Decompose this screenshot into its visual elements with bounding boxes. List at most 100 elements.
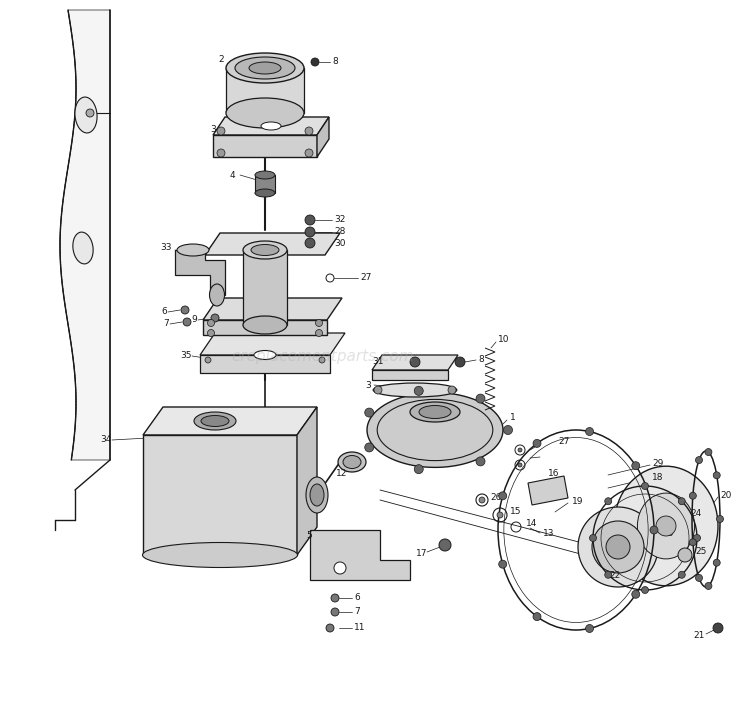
Text: 27: 27 (360, 273, 371, 282)
Polygon shape (255, 175, 275, 193)
Circle shape (305, 149, 313, 157)
Text: 31: 31 (372, 357, 383, 366)
Text: 6: 6 (354, 594, 360, 602)
Text: 7: 7 (164, 320, 169, 328)
Ellipse shape (255, 171, 275, 179)
Circle shape (334, 562, 346, 574)
Ellipse shape (243, 241, 287, 259)
Circle shape (305, 227, 315, 237)
Ellipse shape (614, 466, 718, 586)
Circle shape (713, 559, 720, 566)
Text: 6: 6 (161, 308, 167, 316)
Ellipse shape (142, 542, 298, 568)
Circle shape (705, 582, 712, 590)
Polygon shape (528, 476, 568, 505)
Circle shape (183, 318, 191, 326)
Circle shape (410, 357, 420, 367)
Polygon shape (372, 355, 458, 370)
Circle shape (208, 320, 214, 326)
Circle shape (695, 457, 703, 464)
Circle shape (641, 587, 649, 594)
Text: 1: 1 (510, 414, 516, 422)
Text: 13: 13 (543, 529, 554, 537)
Ellipse shape (419, 405, 451, 419)
Text: 9: 9 (191, 316, 197, 325)
Circle shape (316, 330, 322, 337)
Circle shape (592, 521, 644, 573)
Circle shape (713, 472, 720, 479)
Circle shape (705, 448, 712, 455)
Polygon shape (205, 233, 340, 255)
Circle shape (678, 498, 686, 505)
Text: 18: 18 (652, 472, 664, 481)
Text: 4: 4 (230, 171, 236, 179)
Ellipse shape (374, 383, 457, 397)
Circle shape (331, 594, 339, 602)
Circle shape (586, 625, 593, 633)
Ellipse shape (249, 62, 281, 74)
Text: 17: 17 (416, 549, 428, 558)
Circle shape (211, 314, 219, 322)
Ellipse shape (73, 232, 93, 264)
Text: 28: 28 (334, 227, 345, 237)
Circle shape (604, 498, 612, 505)
Text: 8: 8 (332, 57, 338, 66)
Circle shape (374, 386, 382, 394)
Text: 25: 25 (695, 547, 706, 556)
Polygon shape (317, 117, 329, 157)
Circle shape (86, 109, 94, 117)
Circle shape (414, 386, 423, 395)
Circle shape (695, 575, 703, 581)
Ellipse shape (226, 98, 304, 128)
Ellipse shape (338, 452, 366, 472)
Circle shape (713, 623, 723, 633)
Circle shape (448, 386, 456, 394)
Circle shape (578, 507, 658, 587)
Text: 30: 30 (334, 239, 346, 248)
Ellipse shape (255, 189, 275, 197)
Polygon shape (200, 333, 345, 355)
Polygon shape (143, 407, 317, 435)
Text: 10: 10 (498, 335, 509, 345)
Text: 21: 21 (694, 631, 705, 640)
Circle shape (311, 58, 319, 66)
Ellipse shape (243, 316, 287, 334)
Text: 11: 11 (354, 623, 365, 633)
Text: 3: 3 (365, 381, 370, 390)
Circle shape (694, 534, 700, 542)
Circle shape (606, 535, 630, 559)
Ellipse shape (261, 122, 281, 130)
Circle shape (205, 357, 211, 363)
Text: 24: 24 (690, 510, 701, 518)
Circle shape (518, 463, 522, 467)
Circle shape (533, 439, 541, 448)
Circle shape (678, 571, 686, 578)
Circle shape (305, 215, 315, 225)
Text: 23: 23 (662, 529, 674, 537)
Circle shape (305, 127, 313, 135)
Ellipse shape (310, 484, 324, 506)
Circle shape (316, 320, 322, 326)
Text: 35: 35 (180, 352, 191, 361)
Text: 14: 14 (526, 520, 537, 529)
Text: 33: 33 (160, 244, 172, 253)
Circle shape (604, 571, 612, 578)
Ellipse shape (251, 244, 279, 256)
Text: 26: 26 (490, 493, 501, 501)
Circle shape (479, 497, 485, 503)
Circle shape (326, 624, 334, 632)
Circle shape (689, 492, 696, 499)
Text: 8: 8 (478, 356, 484, 364)
Circle shape (305, 238, 315, 248)
Polygon shape (200, 355, 330, 373)
Circle shape (319, 357, 325, 363)
Circle shape (331, 608, 339, 616)
Ellipse shape (235, 57, 295, 79)
Polygon shape (372, 370, 448, 380)
Text: ereplacementparts.com: ereplacementparts.com (231, 349, 414, 364)
Ellipse shape (410, 402, 460, 422)
Polygon shape (213, 135, 317, 157)
Text: 22: 22 (609, 571, 620, 580)
Polygon shape (297, 407, 317, 555)
Ellipse shape (75, 97, 97, 133)
